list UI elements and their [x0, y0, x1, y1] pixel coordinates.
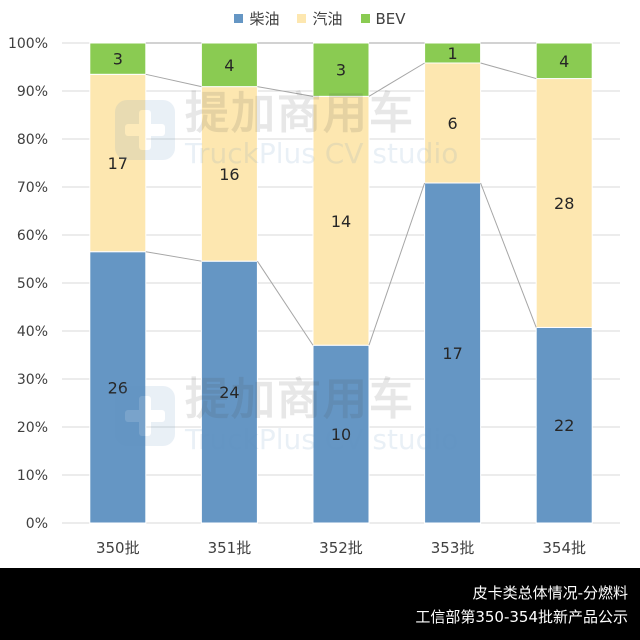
y-tick-label: 70%	[17, 180, 48, 196]
x-tick-label: 354批	[542, 539, 586, 557]
legend-label-diesel: 柴油	[249, 10, 280, 28]
bar-gasoline	[535, 78, 593, 328]
legend-item-bev: BEV	[360, 9, 406, 28]
series-connector-line	[368, 62, 425, 97]
y-tick-label: 20%	[17, 420, 48, 436]
bar-bev	[535, 42, 593, 80]
bar-label-diesel: 24	[219, 383, 239, 402]
series-connector-line	[145, 251, 202, 262]
chart-area: 0% 10% 20% 30% 40% 50% 60% 70% 80% 90% 100% 26 17 3 35…	[0, 8, 640, 557]
bar-bev	[424, 42, 482, 64]
bar-label-diesel: 22	[554, 416, 574, 435]
y-tick-label: 50%	[17, 276, 48, 292]
bar-label-gasoline: 6	[448, 114, 458, 133]
bar-label-gasoline: 16	[219, 165, 239, 184]
bar-label-diesel: 10	[331, 425, 351, 444]
footer-banner: 皮卡类总体情况-分燃料 工信部第350-354批新产品公示	[0, 568, 640, 640]
bar-gasoline	[312, 95, 370, 346]
bar-label-gasoline: 14	[331, 212, 351, 231]
legend-swatch-diesel	[234, 14, 244, 23]
y-tick-label: 60%	[17, 228, 48, 244]
footer-subtitle: 工信部第350-354批新产品公示	[415, 608, 628, 626]
series-connector-line	[368, 182, 426, 346]
legend-item-diesel: 柴油	[234, 8, 279, 29]
series-connector-line	[480, 62, 537, 80]
bar-gasoline	[424, 62, 482, 184]
y-tick-label: 10%	[17, 468, 48, 484]
y-tick-label: 40%	[17, 324, 48, 340]
series-connector-line	[480, 182, 537, 328]
x-tick-label: 351批	[208, 539, 252, 557]
chart-legend: 柴油 汽油 BEV	[0, 8, 640, 29]
bar-gasoline	[89, 73, 147, 253]
bar-diesel	[535, 326, 593, 524]
y-tick-label: 0%	[26, 516, 48, 532]
bar-diesel	[200, 260, 258, 524]
x-tick-label: 353批	[431, 539, 475, 557]
y-tick-label: 30%	[17, 372, 48, 388]
legend-swatch-gasoline	[297, 14, 307, 23]
bar-label-gasoline: 28	[554, 194, 574, 213]
bar-label-bev: 4	[224, 56, 234, 75]
series-connector-line	[145, 73, 202, 88]
bar-label-bev: 3	[113, 50, 123, 69]
bar-gasoline	[200, 86, 258, 262]
legend-swatch-bev	[360, 14, 370, 23]
bar-diesel	[424, 182, 482, 524]
x-tick-label: 350批	[96, 539, 140, 557]
stacked-bar-chart: 0% 10% 20% 30% 40% 50% 60% 70% 80% 90% 100% 26 17 3 35…	[8, 36, 620, 557]
bar-label-bev: 3	[336, 61, 346, 80]
legend-item-gasoline: 汽油	[297, 8, 343, 29]
bar-label-gasoline: 17	[108, 154, 128, 173]
y-tick-label: 90%	[17, 84, 48, 100]
bar-bev	[89, 42, 147, 75]
legend-label-gasoline: 汽油	[312, 10, 343, 28]
y-tick-label: 80%	[17, 132, 48, 148]
bar-bev	[200, 42, 258, 88]
series-connector-line	[257, 86, 314, 97]
series-connector-line	[256, 260, 314, 346]
footer-title: 皮卡类总体情况-分燃料	[472, 584, 628, 602]
bar-label-bev: 1	[448, 44, 458, 63]
y-tick-label: 100%	[8, 36, 48, 52]
bar-label-diesel: 26	[108, 378, 128, 397]
x-tick-label: 352批	[319, 539, 363, 557]
bar-bev	[312, 42, 370, 97]
bar-label-diesel: 17	[442, 344, 462, 363]
bar-label-bev: 4	[559, 52, 569, 71]
legend-label-bev: BEV	[375, 9, 406, 28]
bar-diesel	[89, 251, 147, 524]
